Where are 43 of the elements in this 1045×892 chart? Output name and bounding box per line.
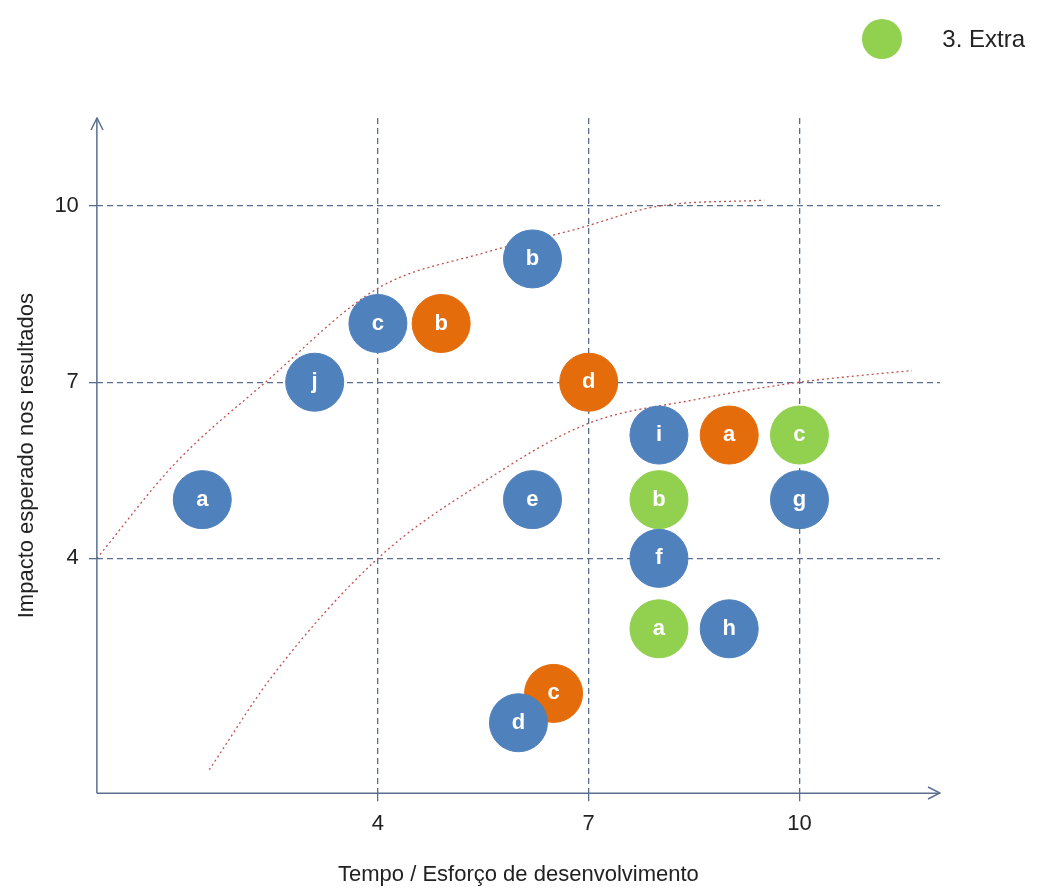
legend-label: 3. Extra [942, 25, 1025, 53]
annotation: e [526, 485, 539, 511]
point [629, 599, 689, 659]
point [629, 470, 689, 530]
y-tick-label: 7 [66, 368, 79, 394]
point [348, 294, 408, 353]
point [699, 405, 759, 465]
x-tick-label: 7 [582, 810, 595, 836]
point [629, 528, 689, 588]
annotation: d [511, 708, 526, 734]
annotation: a [196, 485, 210, 511]
annotation: i [655, 421, 663, 447]
point [502, 229, 562, 289]
point [769, 405, 829, 465]
annotation: d [581, 368, 596, 394]
annotation: f [655, 544, 664, 570]
y-tick-label: 4 [66, 544, 79, 570]
point [699, 599, 759, 659]
point [411, 294, 471, 353]
annotation: b [434, 309, 448, 335]
annotation: b [525, 244, 540, 270]
annotation: c [793, 421, 806, 447]
annotation: g [792, 485, 807, 511]
annotation: c [371, 309, 385, 335]
x-tick-label: 4 [371, 810, 385, 836]
y-tick-label: 10 [54, 192, 79, 218]
point [172, 470, 232, 530]
line-series [208, 369, 913, 771]
annotation: c [547, 679, 560, 705]
point [559, 352, 619, 412]
annotation: h [722, 614, 736, 640]
x-tick-label: 10 [787, 810, 812, 836]
annotation: a [652, 614, 666, 640]
y-axis-title: Impacto esperado nos resultados [13, 292, 39, 619]
annotation: a [723, 421, 737, 447]
x-axis-title: Tempo / Esforço de desenvolvimento [338, 860, 699, 886]
annotation: j [310, 368, 318, 394]
point [285, 352, 345, 412]
point [488, 693, 548, 753]
point [502, 470, 562, 530]
annotation: b [652, 485, 666, 511]
point [629, 405, 689, 465]
point [769, 470, 829, 530]
